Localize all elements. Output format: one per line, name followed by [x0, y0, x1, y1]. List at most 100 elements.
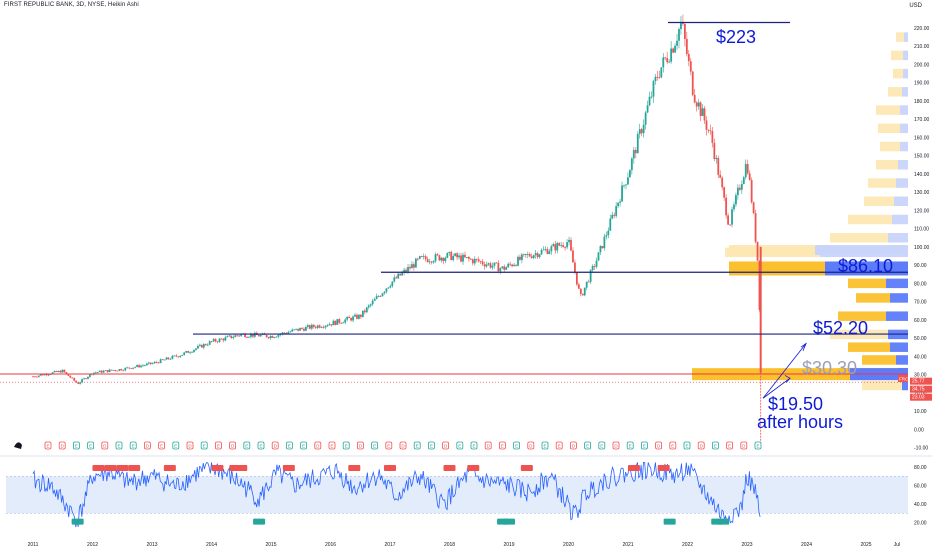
candle-body	[709, 130, 712, 132]
y-tick-label: 210.00	[914, 44, 930, 50]
bear-divergence-label	[211, 465, 224, 471]
bear-divergence-label	[282, 465, 295, 471]
event-marker-label: E	[75, 444, 78, 449]
price-badge-3	[910, 393, 932, 401]
annotation-after-hours-price: $19.50	[768, 394, 823, 414]
candle-body	[197, 345, 199, 349]
y-tick-label: 30.00	[914, 373, 927, 379]
candle-body	[301, 327, 303, 329]
event-marker	[754, 441, 762, 450]
volume-profile-bar	[900, 141, 908, 152]
candle-body	[650, 96, 653, 98]
event-marker	[669, 441, 677, 450]
candle-body	[434, 254, 437, 262]
candle-body	[314, 326, 317, 328]
candle-body	[693, 94, 696, 103]
candle-body	[485, 264, 488, 267]
x-tick-label: 2015	[265, 542, 276, 548]
candle-body	[621, 185, 623, 202]
candle-body	[248, 336, 250, 338]
candle-body	[534, 253, 537, 256]
candle-body	[257, 335, 260, 337]
candle-body	[648, 96, 651, 106]
candle-body	[420, 256, 423, 257]
volume-profile-bar	[886, 311, 908, 321]
volume-profile-bar	[868, 178, 896, 188]
volume-profile-bar	[888, 87, 902, 97]
event-marker	[584, 441, 591, 450]
event-marker	[655, 441, 662, 450]
candle-body	[98, 370, 101, 373]
candle-body	[216, 341, 219, 343]
candle-body	[108, 369, 111, 373]
candle-body	[177, 356, 180, 358]
candle-body	[110, 369, 113, 371]
candle-body	[477, 259, 480, 262]
symbol-badge	[898, 374, 908, 382]
candle-body	[293, 329, 296, 331]
candle-body	[350, 317, 352, 321]
candle-body	[715, 157, 718, 160]
event-marker	[229, 441, 237, 450]
event-marker-label: D	[188, 444, 192, 449]
candle-body	[360, 314, 362, 317]
candle-body	[623, 185, 625, 187]
candle-body	[483, 264, 486, 267]
candle-body	[646, 105, 649, 113]
candle-body	[289, 331, 292, 333]
candle-body	[204, 344, 207, 346]
x-tick-label: 2011	[28, 542, 39, 548]
candle-body	[723, 187, 726, 198]
candle-body	[509, 263, 512, 265]
candle-body	[729, 224, 731, 226]
candle-body	[73, 377, 76, 381]
candle-body	[591, 266, 594, 271]
candle-body	[163, 359, 166, 361]
candle-body	[705, 120, 708, 130]
candle-body	[393, 277, 396, 282]
candle-body	[297, 328, 299, 331]
event-marker	[697, 441, 705, 450]
event-marker-label: E	[387, 444, 390, 449]
candle-body	[277, 334, 280, 337]
candle-body	[51, 372, 54, 374]
candle-body	[473, 258, 476, 264]
event-marker	[300, 441, 308, 450]
candle-body	[399, 273, 402, 276]
candle-body	[102, 370, 105, 373]
candle-body	[39, 374, 42, 376]
candle-body	[452, 255, 455, 261]
candle-body	[630, 158, 633, 171]
candle-body	[379, 296, 382, 297]
candle-body	[144, 365, 146, 366]
event-marker	[243, 441, 251, 450]
candle-body	[291, 329, 294, 332]
event-marker	[484, 441, 492, 450]
y-tick-label: 80.00	[914, 281, 927, 287]
candle-body	[740, 184, 743, 190]
event-marker-label: E	[501, 444, 504, 449]
candle-body	[126, 367, 129, 369]
candle-body	[672, 48, 675, 53]
candle-body	[735, 195, 737, 205]
event-marker-label: E	[558, 444, 561, 449]
candle-body	[310, 324, 313, 329]
candle-body	[238, 335, 241, 337]
candle-body	[130, 368, 133, 370]
volume-profile-bar	[896, 32, 904, 42]
candle-body	[713, 142, 716, 160]
rsi-tick-label: 60.00	[914, 484, 927, 490]
candle-body	[306, 325, 309, 327]
candle-body	[526, 254, 529, 256]
candle-body	[634, 149, 637, 154]
y-tick-label: 110.00	[914, 227, 929, 233]
candle-body	[668, 61, 671, 63]
event-marker-label: E	[132, 444, 135, 449]
candle-body	[240, 334, 243, 336]
candle-body	[367, 305, 370, 308]
candle-body	[601, 246, 604, 249]
volume-profile-bar	[891, 50, 903, 61]
candle-body	[489, 263, 492, 268]
candle-body	[446, 253, 449, 258]
